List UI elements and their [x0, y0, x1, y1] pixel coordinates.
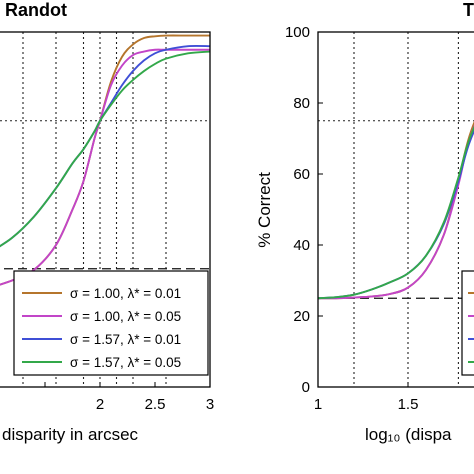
left-x-axis-label: disparity in arcsec [2, 425, 139, 444]
right-y-tick-label-5: 80 [293, 95, 310, 112]
left-x-tick-label-3: 2.5 [145, 396, 166, 413]
left-panel: Randot 2 2.5 3 σ = 1.00, λ* = 0.01 σ = 1.0… [0, 0, 214, 444]
right-series-line-3 [317, 129, 474, 300]
left-series-line-1 [0, 34, 210, 286]
right-chart-title: T [463, 0, 474, 20]
right-y-tick-label-6: 100 [285, 24, 310, 41]
right-legend-box-partial [461, 270, 474, 376]
left-x-tick-label-2: 2 [96, 396, 104, 413]
left-series-line-4 [0, 50, 211, 248]
legend-label-4: σ = 1.57, λ* = 0.05 [70, 355, 181, 370]
legend-label-2: σ = 1.00, λ* = 0.05 [70, 309, 181, 324]
left-series-line-2 [0, 48, 210, 286]
right-series-line-4 [317, 125, 474, 300]
right-y-tick-label-2: 20 [293, 308, 310, 325]
right-y-tick-label-1: 0 [302, 379, 310, 396]
legend-box [13, 270, 209, 376]
right-y-tick-label-3: 40 [293, 237, 310, 254]
legend-label-3: σ = 1.57, λ* = 0.01 [70, 332, 181, 347]
right-x-tick-label-1: 1 [314, 396, 322, 413]
right-x-axis-label: log₁₀ (dispa [365, 425, 452, 444]
right-series-line-2 [317, 124, 474, 300]
left-chart-title: Randot [5, 0, 67, 20]
right-y-tick-label-4: 60 [293, 166, 310, 183]
legend: σ = 1.00, λ* = 0.01 σ = 1.00, λ* = 0.05 … [13, 270, 209, 376]
left-series-line-3 [0, 44, 211, 248]
right-panel: T 11.52020406080100 % Correct log₁₀ (dis… [255, 0, 474, 444]
legend-label-1: σ = 1.00, λ* = 0.01 [70, 286, 181, 301]
right-series-line-1 [317, 120, 474, 300]
left-x-tick-label-4: 3 [206, 396, 214, 413]
right-x-tick-label-2: 1.5 [398, 396, 419, 413]
right-y-axis-label: % Correct [255, 172, 274, 248]
